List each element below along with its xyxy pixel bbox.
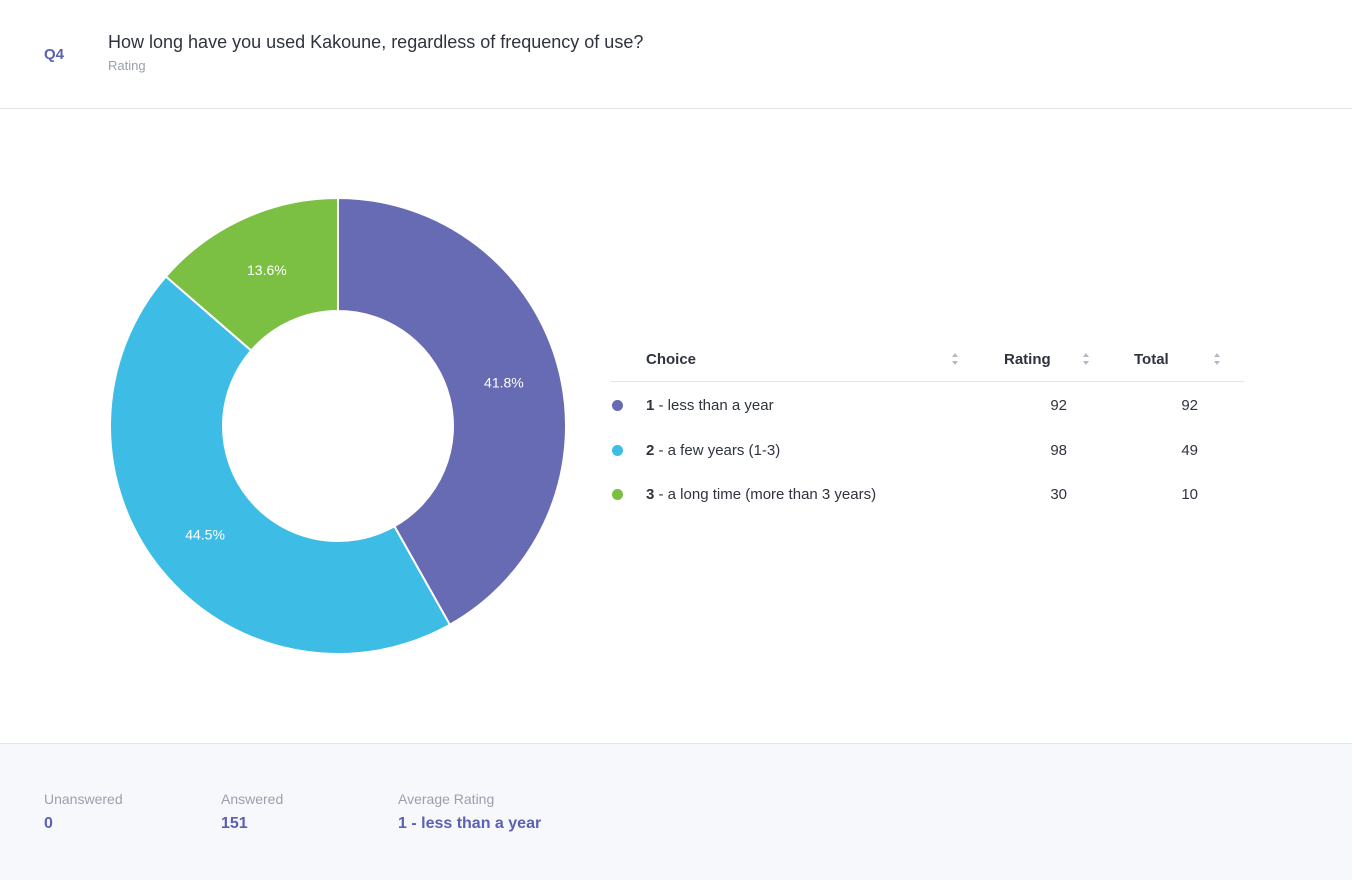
total-value: 49 — [1181, 441, 1198, 459]
question-title: How long have you used Kakoune, regardle… — [108, 32, 644, 52]
choice-number: 2 — [646, 441, 655, 459]
choice-number: 1 — [646, 397, 655, 414]
sort-icon[interactable] — [1082, 352, 1090, 366]
pie-slice[interactable] — [337, 196, 567, 627]
series-color-dot — [612, 444, 623, 456]
question-header: Q4 How long have you used Kakoune, regar… — [0, 0, 1352, 109]
choice-number: 3 — [646, 486, 655, 503]
series-color-dot — [612, 489, 623, 500]
rating-column-header[interactable]: Rating — [1004, 351, 1051, 368]
sort-icon[interactable] — [951, 352, 959, 366]
answered-stat: Answered 151 — [221, 791, 283, 833]
series-color-dot — [612, 400, 623, 411]
pie-slice[interactable] — [108, 275, 452, 655]
choice-label: 1 - less than a year — [646, 397, 774, 414]
choice-text: - a long time (more than 3 years) — [654, 486, 877, 503]
choice-label: 2 - a few years (1-3) — [646, 442, 780, 459]
sort-icon[interactable] — [1213, 352, 1221, 366]
choice-text: - less than a year — [654, 397, 774, 414]
question-number: Q4 — [44, 46, 65, 63]
slice-percent-label: 41.8% — [484, 375, 524, 391]
table-row: 2 - a few years (1-3) 98 49 — [611, 427, 1244, 472]
rating-value: 92 — [1050, 397, 1067, 414]
question-type: Rating — [108, 58, 146, 73]
table-row: 1 - less than a year 92 92 — [611, 382, 1244, 427]
unanswered-label: Unanswered — [44, 791, 123, 807]
answered-value: 151 — [221, 815, 248, 832]
choice-label: 3 - a long time (more than 3 years) — [646, 486, 876, 503]
table-row: 3 - a long time (more than 3 years) 30 1… — [611, 471, 1244, 516]
slice-percent-label: 44.5% — [185, 526, 225, 542]
summary-footer: Unanswered 0 Answered 151 Average Rating… — [0, 743, 1352, 880]
answered-label: Answered — [221, 791, 284, 807]
results-table: Choice Rating Total 1 - less than a year… — [611, 338, 1244, 516]
average-rating-label: Average Rating — [398, 791, 495, 807]
slice-percent-label: 13.6% — [247, 262, 287, 278]
table-header: Choice Rating Total — [611, 338, 1244, 382]
choice-column-header[interactable]: Choice — [646, 351, 697, 368]
rating-value: 98 — [1050, 441, 1067, 459]
average-rating-value: 1 - less than a year — [398, 815, 542, 832]
rating-value: 30 — [1050, 486, 1067, 503]
total-value: 92 — [1181, 397, 1198, 414]
unanswered-stat: Unanswered 0 — [44, 791, 123, 833]
choice-text: - a few years (1-3) — [654, 441, 781, 459]
total-value: 10 — [1181, 486, 1198, 503]
total-column-header[interactable]: Total — [1134, 351, 1169, 368]
pie-slice[interactable] — [164, 196, 339, 352]
average-rating-stat: Average Rating 1 - less than a year — [398, 791, 541, 833]
donut-chart: 41.8% 44.5% 13.6% — [100, 188, 576, 664]
unanswered-value: 0 — [44, 815, 53, 832]
donut-chart-svg: 41.8% 44.5% 13.6% — [108, 196, 567, 655]
